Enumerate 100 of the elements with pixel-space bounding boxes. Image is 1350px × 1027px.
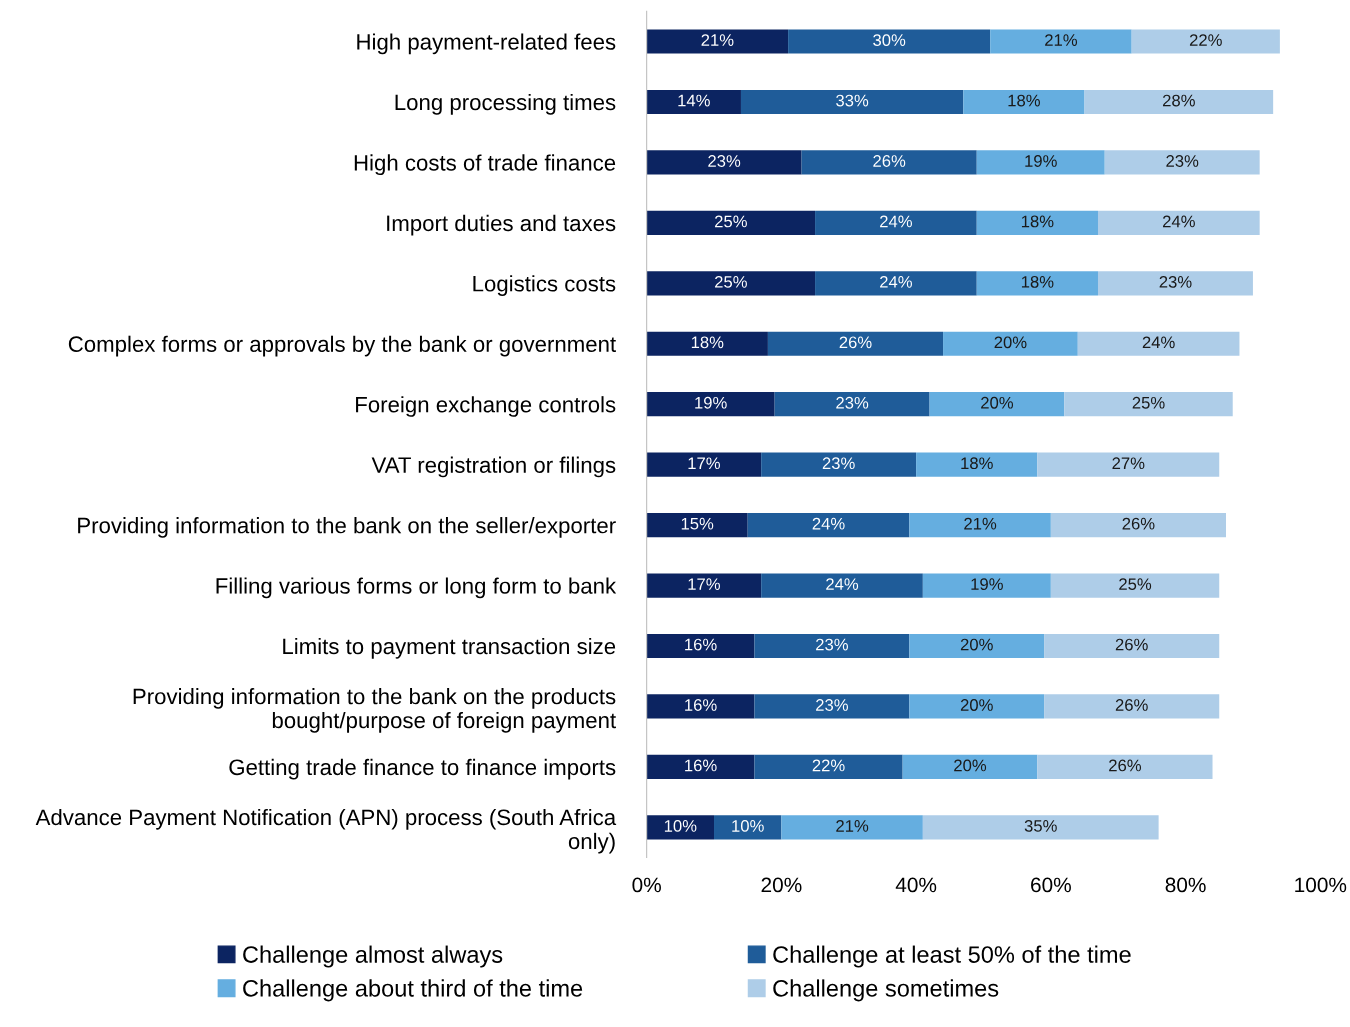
data-label: 18% (961, 457, 993, 470)
data-label: 26% (1122, 517, 1155, 530)
bar (922, 573, 1051, 598)
data-label: 26% (839, 336, 872, 349)
data-label: 21% (701, 34, 734, 46)
bar (646, 392, 775, 417)
bar (976, 271, 1098, 296)
bar (646, 271, 816, 296)
bar (646, 513, 748, 538)
data-label: 16% (685, 638, 717, 651)
data-label: 26% (1115, 638, 1148, 651)
data-label: 18% (1021, 275, 1054, 288)
data-label: 20% (981, 396, 1014, 409)
x-tick-label: 80% (1165, 877, 1206, 893)
y-tick-label: Long processing times (395, 93, 616, 115)
bar (909, 633, 1045, 659)
data-label: 25% (715, 215, 747, 228)
bar (754, 754, 903, 779)
bar (1037, 452, 1220, 477)
bar (801, 150, 977, 175)
legend-label: Challenge at least 50% of the time (773, 945, 1131, 968)
bar (902, 754, 1038, 779)
data-label: 21% (1045, 34, 1078, 46)
data-label: 16% (685, 699, 717, 711)
bar (976, 150, 1105, 175)
y-tick-label: Import duties and taxes (387, 214, 616, 236)
bar (754, 633, 910, 659)
bar (990, 29, 1132, 54)
data-label: 19% (1025, 155, 1057, 167)
data-label: 20% (960, 699, 993, 711)
legend-label: Challenge sometimes (773, 979, 999, 1002)
data-label: 21% (964, 517, 997, 530)
data-label: 27% (1112, 457, 1145, 470)
bar (646, 815, 715, 840)
y-tick-label: Foreign exchange controls (356, 396, 616, 417)
data-label: 19% (971, 578, 1003, 591)
bar (909, 513, 1051, 538)
bar (740, 89, 964, 115)
bar (774, 392, 930, 417)
bar (754, 694, 910, 719)
bar (963, 89, 1085, 115)
data-label: 24% (1142, 336, 1175, 349)
data-label: 23% (1166, 155, 1199, 167)
data-label: 20% (994, 336, 1027, 349)
data-label: 24% (812, 517, 845, 530)
x-tick-label: 60% (1031, 877, 1071, 893)
bar (646, 754, 755, 779)
data-label: 24% (826, 578, 859, 590)
bar (747, 513, 910, 538)
data-label: 33% (836, 94, 869, 107)
bar (1064, 392, 1233, 417)
x-tick-label: 40% (895, 877, 937, 893)
data-label: 20% (960, 638, 993, 651)
bar (646, 694, 755, 719)
data-label: 26% (1109, 759, 1142, 772)
bar (1037, 754, 1213, 779)
bar (815, 271, 977, 296)
bar (646, 452, 762, 477)
bar (646, 150, 802, 175)
data-label: 25% (715, 275, 747, 288)
data-label: 10% (664, 819, 697, 832)
bar (646, 633, 755, 659)
bar (909, 694, 1045, 719)
data-label: 21% (836, 819, 869, 832)
data-label: 14% (678, 94, 710, 107)
y-tick-label: Limits to payment transaction size (283, 637, 616, 659)
bar (1050, 573, 1220, 598)
legend-label: Challenge almost always (243, 945, 503, 968)
bar (1131, 29, 1280, 54)
bar (1098, 210, 1260, 235)
data-label: 16% (685, 759, 717, 772)
legend-label: Challenge about third of the time (243, 979, 583, 1002)
bar (788, 29, 991, 54)
y-tick-label: Providing information to the bank on the seller/exporter (78, 517, 616, 538)
bar (976, 210, 1098, 235)
bar (1077, 331, 1240, 356)
data-label: 24% (880, 215, 912, 228)
data-label: 18% (1021, 215, 1054, 228)
bar (916, 452, 1038, 477)
data-label: 20% (954, 759, 987, 772)
data-label: 26% (873, 155, 906, 167)
y-tick-label: Getting trade finance to finance imports (229, 758, 616, 780)
data-label: 23% (816, 638, 848, 651)
bar (761, 452, 917, 477)
bar (767, 331, 944, 356)
data-label: 23% (836, 396, 869, 409)
data-label: 17% (688, 457, 720, 470)
y-tick-label: High payment-related fees (357, 33, 616, 55)
bar (761, 573, 923, 598)
data-label: 35% (1024, 819, 1057, 832)
bar (943, 331, 1078, 356)
bar (815, 210, 977, 235)
data-label: 10% (732, 819, 764, 832)
data-label: 22% (1189, 34, 1222, 46)
bar (1044, 633, 1220, 659)
bar (1044, 694, 1220, 719)
bar (1050, 513, 1226, 538)
bar (646, 89, 741, 115)
data-label: 18% (691, 336, 724, 349)
bar (646, 210, 816, 235)
